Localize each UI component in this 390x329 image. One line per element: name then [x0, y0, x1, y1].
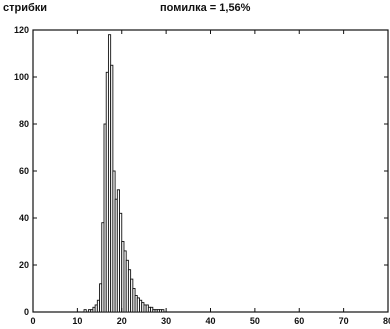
chart-title: помилка = 1,56% [160, 2, 251, 14]
x-tick-label: 80 [383, 316, 390, 326]
x-tick-label: 40 [205, 316, 215, 326]
x-tick-label: 0 [30, 316, 35, 326]
plot-area [32, 29, 389, 313]
histogram-bar [83, 309, 87, 313]
x-tick-label: 50 [250, 316, 260, 326]
plot-frame [32, 29, 389, 313]
y-tick-label: 20 [19, 260, 29, 270]
y-tick-label: 120 [14, 25, 29, 35]
y-axis-label: стрибки [3, 2, 48, 14]
y-tick-label: 60 [19, 166, 29, 176]
x-tick-label: 70 [339, 316, 349, 326]
histogram-bars [83, 34, 165, 313]
x-axis-ticks: 0 10 20 30 40 50 60 70 80 [30, 30, 390, 326]
histogram-bar [161, 309, 165, 313]
y-tick-label: 80 [19, 119, 29, 129]
x-tick-label: 30 [161, 316, 171, 326]
y-tick-label: 100 [14, 72, 29, 82]
x-tick-label: 20 [117, 316, 127, 326]
y-axis-ticks: 0 20 40 60 80 100 120 [14, 25, 388, 317]
y-tick-label: 0 [24, 307, 29, 317]
x-tick-label: 60 [294, 316, 304, 326]
x-tick-label: 10 [72, 316, 82, 326]
y-tick-label: 40 [19, 213, 29, 223]
